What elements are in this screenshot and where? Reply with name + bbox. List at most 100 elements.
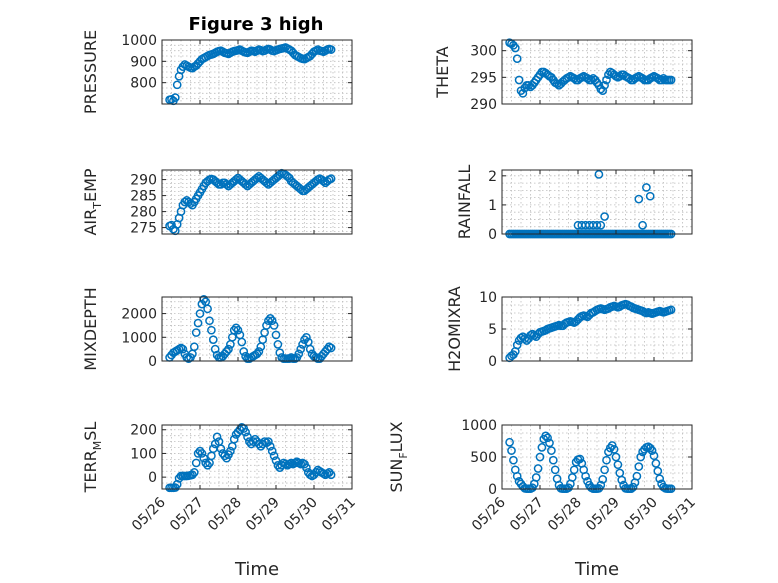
sun-flux-data-point bbox=[655, 474, 665, 484]
air-temp-ytick-label: 280 bbox=[130, 205, 157, 221]
pressure-axes-frame bbox=[161, 39, 353, 105]
terr-msl-data-point bbox=[189, 468, 199, 477]
sun-flux-data-point bbox=[651, 459, 661, 468]
h2omixra-markers bbox=[505, 299, 676, 363]
terr-msl-axes-frame bbox=[161, 424, 353, 490]
mixdepth-ytick-label: 1000 bbox=[121, 330, 157, 346]
pressure-ylabel: PRESSURE bbox=[81, 30, 100, 114]
terr-msl-data-point bbox=[324, 468, 334, 477]
sun-flux-xtick-label: 05/29 bbox=[583, 495, 623, 535]
sun-flux-data-point bbox=[505, 437, 514, 447]
air-temp-ytick-label: 275 bbox=[130, 221, 157, 237]
panel-pressure: 800 900 1000 PRESSURE bbox=[81, 30, 353, 114]
left-xlabel: Time bbox=[234, 559, 279, 580]
rainfall-data-point bbox=[600, 212, 609, 221]
sun-flux-data-point bbox=[653, 466, 663, 476]
sun-flux-ytick-label: 1000 bbox=[461, 418, 497, 434]
h2omixra-data-point bbox=[666, 305, 676, 315]
rainfall-data-point bbox=[642, 183, 651, 192]
sun-flux-data-point bbox=[531, 473, 541, 482]
theta-data-point bbox=[552, 79, 562, 89]
air-temp-data-point bbox=[167, 220, 176, 230]
sun-flux-data-point bbox=[634, 462, 644, 471]
pressure-grid bbox=[162, 40, 352, 104]
h2omixra-yticks: 0 5 10 bbox=[479, 290, 693, 370]
sun-flux-data-point bbox=[617, 475, 627, 485]
theta-axes-frame bbox=[501, 39, 693, 105]
theta-data-point bbox=[510, 43, 520, 53]
sun-flux-label-end: LUX bbox=[387, 421, 406, 452]
rainfall-data-point bbox=[645, 191, 655, 201]
air-temp-label-end: EMP bbox=[81, 168, 100, 202]
sun-flux-data-point bbox=[609, 444, 619, 454]
terr-msl-markers bbox=[165, 423, 336, 493]
terr-msl-data-point bbox=[267, 446, 277, 456]
h2omixra-data-point bbox=[512, 340, 522, 350]
sun-flux-yticks: 0 500 1000 bbox=[461, 418, 693, 498]
sun-flux-data-point bbox=[569, 465, 579, 475]
panel-h2omixra: 0 5 10 H2OMIXRA bbox=[445, 286, 693, 372]
theta-data-point bbox=[666, 75, 676, 85]
air-temp-ylabel: AIRTEMP bbox=[81, 168, 104, 235]
h2omixra-ytick-label: 0 bbox=[488, 354, 497, 370]
theta-ylabel: THETA bbox=[433, 46, 452, 98]
terr-msl-ytick-label: 200 bbox=[130, 423, 157, 439]
theta-data-point bbox=[514, 75, 524, 85]
mixdepth-data-point bbox=[252, 349, 262, 359]
sun-flux-data-point bbox=[550, 465, 560, 475]
sun-flux-data-point bbox=[598, 475, 608, 484]
theta-ytick-label: 290 bbox=[470, 97, 497, 113]
terr-msl-data-point bbox=[220, 451, 230, 461]
mixdepth-data-point bbox=[224, 344, 233, 354]
mixdepth-data-point bbox=[222, 347, 231, 356]
theta-yticks: 290 295 300 bbox=[470, 40, 693, 113]
terr-msl-data-point bbox=[241, 427, 250, 437]
mixdepth-data-point bbox=[326, 343, 336, 353]
pressure-yticks: 800 900 1000 bbox=[121, 33, 353, 104]
mixdepth-data-point bbox=[193, 318, 203, 328]
mixdepth-data-point bbox=[210, 344, 220, 354]
air-temp-data-point bbox=[222, 180, 231, 189]
sun-flux-data-point bbox=[512, 471, 522, 481]
theta-markers bbox=[505, 38, 676, 98]
terr-msl-data-point bbox=[269, 451, 279, 461]
air-temp-data-point bbox=[326, 174, 336, 183]
terr-msl-data-point bbox=[188, 470, 197, 480]
theta-data-point bbox=[598, 86, 608, 96]
air-temp-data-point bbox=[262, 178, 271, 188]
mixdepth-data-point bbox=[322, 344, 332, 354]
mixdepth-data-point bbox=[254, 347, 264, 356]
sun-flux-data-point bbox=[632, 471, 642, 481]
terr-msl-data-point bbox=[271, 456, 281, 465]
sun-flux-ylabel: SUNFLUX bbox=[387, 421, 410, 492]
rainfall-ytick-label: 0 bbox=[488, 227, 497, 243]
terr-msl-data-point bbox=[226, 446, 235, 456]
mixdepth-ytick-label: 2000 bbox=[121, 307, 157, 323]
terr-msl-xtick-label: 05/28 bbox=[205, 495, 245, 535]
pressure-ytick-label: 1000 bbox=[121, 33, 157, 49]
air-temp-data-point bbox=[180, 197, 190, 207]
air-temp-data-point bbox=[252, 173, 262, 183]
air-temp-ytick-label: 285 bbox=[130, 189, 157, 205]
mixdepth-data-point bbox=[269, 321, 279, 330]
terr-msl-data-point bbox=[195, 446, 205, 456]
sun-flux-data-point bbox=[575, 454, 585, 464]
terr-msl-data-point bbox=[201, 458, 211, 468]
terr-msl-data-point bbox=[326, 470, 336, 480]
pressure-markers bbox=[165, 43, 336, 106]
rainfall-ytick-label: 2 bbox=[488, 169, 497, 185]
air-temp-data-point bbox=[319, 176, 328, 186]
terr-msl-data-point bbox=[193, 449, 203, 458]
mixdepth-data-point bbox=[237, 337, 247, 347]
mixdepth-data-point bbox=[233, 325, 243, 335]
sun-flux-xtick-label: 05/26 bbox=[469, 494, 509, 534]
panel-mixdepth: 0 1000 2000 MIXDEPTH bbox=[81, 287, 353, 371]
mixdepth-yticks: 0 1000 2000 bbox=[121, 297, 353, 370]
sun-flux-data-point bbox=[611, 452, 621, 462]
sun-flux-data-point bbox=[509, 455, 518, 465]
theta-ytick-label: 295 bbox=[470, 70, 497, 86]
sun-flux-xtick-label: 05/31 bbox=[659, 495, 699, 535]
